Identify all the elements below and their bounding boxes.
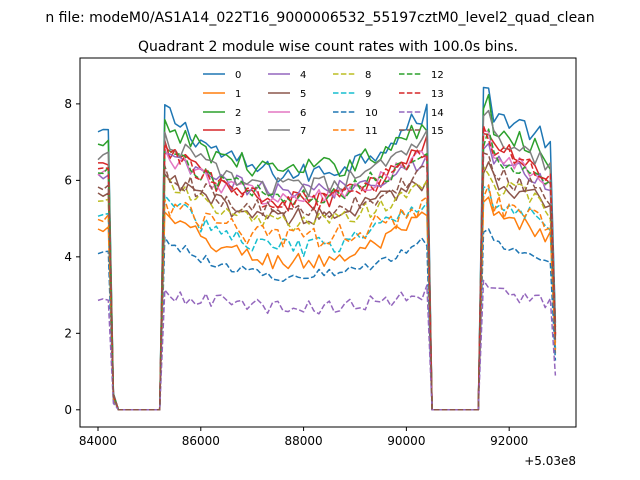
series-line-13 bbox=[97, 125, 557, 411]
legend-label: 6 bbox=[300, 108, 306, 119]
series-line-2 bbox=[97, 93, 557, 411]
x-offset-label: +5.03e8 bbox=[524, 454, 576, 468]
legend-label: 9 bbox=[365, 89, 371, 100]
figure-suptitle: n file: modeM0/AS1A14_022T16_9000006532_… bbox=[45, 10, 594, 26]
legend-label: 3 bbox=[235, 126, 241, 137]
legend-label: 0 bbox=[235, 70, 241, 81]
series-line-10 bbox=[97, 228, 557, 411]
legend-label: 12 bbox=[431, 70, 444, 81]
legend-label: 1 bbox=[235, 89, 241, 100]
series-line-8 bbox=[97, 165, 557, 411]
legend-label: 11 bbox=[365, 126, 378, 137]
plot-frame bbox=[79, 57, 577, 428]
x-tick-label: 90000 bbox=[387, 434, 425, 448]
series-line-7 bbox=[97, 109, 557, 411]
x-axis: 84000 86000 88000 90000 92000 bbox=[79, 427, 528, 448]
legend-label: 7 bbox=[300, 126, 306, 137]
y-tick-label: 2 bbox=[64, 326, 72, 340]
chart-title: Quadrant 2 module wise count rates with … bbox=[138, 39, 518, 55]
series-line-1 bbox=[97, 196, 557, 411]
x-tick-label: 88000 bbox=[284, 434, 322, 448]
legend-label: 10 bbox=[365, 108, 378, 119]
legend-label: 13 bbox=[431, 89, 444, 100]
series-line-0 bbox=[97, 86, 557, 411]
series-line-15 bbox=[97, 152, 557, 411]
legend-label: 4 bbox=[300, 70, 306, 81]
series-line-14 bbox=[97, 279, 557, 411]
x-tick-label: 92000 bbox=[490, 434, 528, 448]
legend-label: 2 bbox=[235, 108, 241, 119]
legend-label: 5 bbox=[300, 89, 306, 100]
series-line-11 bbox=[97, 184, 557, 411]
y-tick-label: 4 bbox=[64, 250, 72, 264]
y-tick-label: 8 bbox=[64, 97, 72, 111]
x-tick-label: 84000 bbox=[79, 434, 117, 448]
y-tick-label: 0 bbox=[64, 403, 72, 417]
legend-label: 15 bbox=[431, 126, 444, 137]
y-axis: 0 2 4 6 8 bbox=[64, 97, 80, 417]
x-tick-label: 86000 bbox=[182, 434, 220, 448]
y-tick-label: 6 bbox=[64, 173, 72, 187]
legend-label: 14 bbox=[431, 108, 444, 119]
legend-label: 8 bbox=[365, 70, 371, 81]
